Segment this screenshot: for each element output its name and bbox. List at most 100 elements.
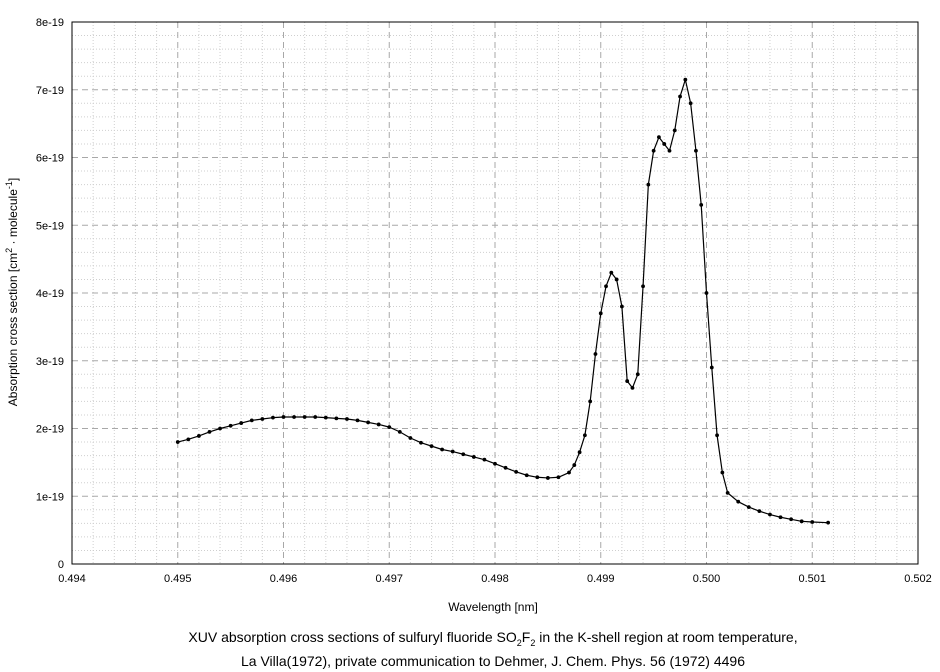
data-point [609,270,614,275]
caption-sub1: 2 [517,638,522,648]
data-point [503,465,508,470]
data-point [228,423,233,428]
data-point [709,365,714,370]
y-axis-title-mid: · molecule [6,189,20,248]
data-point [471,455,476,459]
data-point [334,416,339,421]
caption-sub2: 2 [530,638,535,648]
data-point [768,512,772,517]
data-point [556,475,561,480]
x-axis-tick-labels: 0.494 0.495 0.496 0.497 0.498 0.499 0.500 0.501… [58,573,932,585]
x-tick-label: 0.501 [798,573,826,585]
data-point [672,128,677,133]
data-point [197,434,201,438]
x-tick-label: 0.496 [270,573,298,585]
data-point [461,452,466,457]
data-point [620,304,624,309]
data-point [789,517,793,522]
data-point [345,417,349,421]
data-point [678,94,682,99]
data-point [355,418,360,423]
y-axis-title-suffix: ] [6,178,20,181]
data-point [720,470,725,475]
y-axis-title: Absorption cross section [cm2 · molecule… [4,178,20,406]
x-tick-label: 0.500 [693,573,721,585]
x-tick-label: 0.494 [58,573,86,585]
y-axis-title-sup2: -1 [4,181,14,189]
data-point [482,457,487,462]
data-point [323,415,328,420]
data-point [826,520,831,525]
data-point [207,429,212,434]
data-point [493,461,497,466]
data-point [635,372,640,377]
data-point [588,399,593,404]
data-point [667,148,672,153]
series-line [177,78,829,524]
data-point [778,515,783,520]
data-point [604,284,608,289]
data-point [376,422,381,427]
x-tick-label: 0.495 [164,573,192,585]
data-point [598,311,603,316]
y-tick-label: 6e-19 [36,153,64,165]
data-point [419,440,423,445]
data-point [810,520,815,524]
data-point [683,77,688,82]
series-layer [175,77,831,525]
data-point [572,463,577,467]
y-tick-label: 0 [58,559,64,571]
data-point [260,417,265,421]
data-point [175,440,180,444]
data-point [630,385,635,390]
data-point [239,421,244,425]
data-point [366,420,370,425]
data-point [397,429,402,434]
y-axis-tick-labels: 0 1e-19 2e-19 3e-19 4e-19 5e-19 6e-19 7e-19 8e-1… [36,17,64,571]
data-point [545,476,550,480]
caption-line1-suffix: in the K-shell region at room temperatur… [535,629,797,645]
data-point [313,415,318,419]
data-point [271,415,275,420]
caption-line1-prefix: XUV absorption cross sections of sulfury… [188,629,516,645]
caption-line2: La Villa(1972), private communication to… [241,653,745,669]
data-point [218,426,222,431]
data-point [535,475,540,480]
y-tick-label: 3e-19 [36,356,64,368]
data-point [186,437,191,442]
y-axis-title-sup1: 2 [4,248,14,253]
data-point [450,449,455,454]
y-tick-label: 7e-19 [36,85,64,97]
x-tick-label: 0.502 [904,573,932,585]
y-tick-label: 8e-19 [36,17,64,29]
x-tick-label: 0.497 [375,573,403,585]
data-point [799,519,804,524]
y-tick-label: 4e-19 [36,288,64,300]
data-point [688,101,693,106]
data-point [757,509,762,514]
data-point [429,444,434,449]
data-point [657,135,661,140]
data-point [614,277,619,282]
data-point [567,470,571,475]
data-point [249,418,254,423]
data-point [736,499,741,504]
data-point [302,415,307,419]
caption-line1: XUV absorption cross sections of sulfury… [188,629,797,648]
x-tick-label: 0.499 [587,573,615,585]
data-point [699,203,704,207]
data-point [715,433,719,438]
data-point [582,433,587,438]
x-axis-title: Wavelength [nm] [448,600,538,614]
data-point [625,379,630,383]
data-point [746,505,751,509]
data-point [524,473,529,478]
data-point [408,436,413,440]
data-point [440,447,445,452]
y-tick-label: 1e-19 [36,491,64,503]
y-tick-label: 2e-19 [36,424,64,436]
data-point [662,142,667,146]
data-point [646,182,651,187]
data-point [694,148,698,153]
